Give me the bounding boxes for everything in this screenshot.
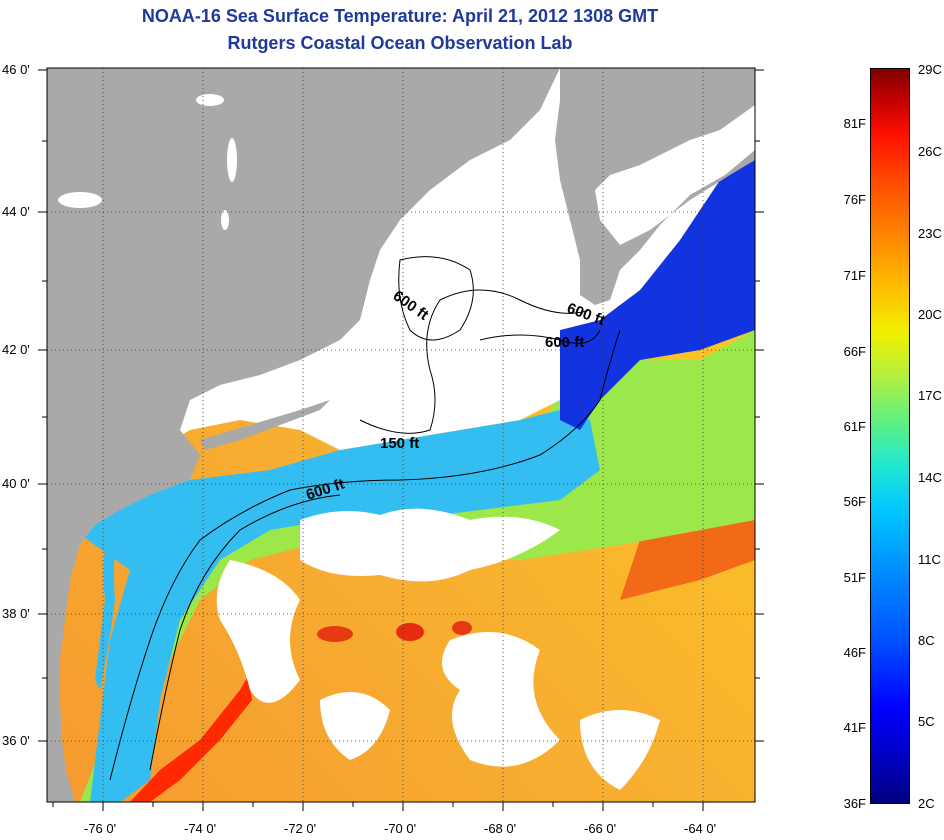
- colorbar-celsius-label: 5C: [918, 714, 935, 729]
- longitude-label: -64 0': [684, 821, 716, 836]
- delaware-bay: [130, 510, 150, 550]
- colorbar-celsius-label: 20C: [918, 307, 942, 322]
- latitude-label: 44 0': [2, 204, 30, 219]
- colorbar-celsius-label: 2C: [918, 796, 935, 811]
- colorbar-fahrenheit-label: 41F: [843, 720, 866, 735]
- colorbar-fahrenheit-label: 51F: [843, 570, 866, 585]
- colorbar-celsius-label: 26C: [918, 144, 942, 159]
- cloud-cover-south: [320, 692, 390, 760]
- contour-label: 150 ft: [380, 435, 419, 452]
- warm-patch: [317, 626, 353, 642]
- lake: [221, 210, 229, 230]
- longitude-label: -66 0': [584, 821, 616, 836]
- colorbar-fahrenheit-label: 76F: [843, 192, 866, 207]
- colorbar-celsius-label: 17C: [918, 388, 942, 403]
- colorbar-fahrenheit-label: 81F: [843, 116, 866, 131]
- us-east-coast-land: [47, 68, 560, 802]
- longitude-label: -70 0': [384, 821, 416, 836]
- gulf-stream-east: [620, 510, 755, 600]
- axis-ticks: [38, 69, 764, 811]
- long-island-land: [200, 400, 330, 450]
- contour-label: 600 ft: [545, 334, 584, 351]
- colorbar-celsius-label: 8C: [918, 633, 935, 648]
- latitude-label: 40 0': [2, 476, 30, 491]
- colorbar-celsius-label: 23C: [918, 226, 942, 241]
- colorbar-celsius-label: 11C: [918, 552, 941, 567]
- map-frame: [46, 67, 756, 803]
- colorbar-fahrenheit-label: 46F: [843, 645, 866, 660]
- bathymetry-contour-600ft: [149, 494, 341, 771]
- map-title: NOAA-16 Sea Surface Temperature: April 2…: [141, 6, 659, 26]
- cold-water-region: [560, 150, 755, 430]
- latitude-label: 46 0': [2, 62, 30, 77]
- colorbar-fahrenheit-label: 56F: [843, 494, 866, 509]
- warm-patch: [396, 623, 424, 641]
- temperature-colorbar: [870, 68, 910, 804]
- shelf-water-region: [60, 410, 600, 802]
- bathymetry-contour-600ft: [479, 329, 601, 344]
- gulf-stream-jet: [130, 676, 252, 802]
- map-raster: [47, 68, 755, 802]
- longitude-label: -76 0': [84, 821, 116, 836]
- latitude-label: 42 0': [2, 342, 30, 357]
- lake: [227, 138, 237, 182]
- latitude-label: 36 0': [2, 733, 30, 748]
- colorbar-fahrenheit-label: 36F: [843, 796, 866, 811]
- warm-patch: [452, 621, 472, 635]
- longitude-label: -72 0': [284, 821, 316, 836]
- cloud-cover-south: [442, 632, 560, 767]
- longitude-label: -74 0': [184, 821, 216, 836]
- lake: [196, 94, 224, 106]
- chesapeake-bay: [95, 520, 118, 690]
- colorbar-celsius-label: 29C: [918, 62, 942, 77]
- colorbar-fahrenheit-label: 71F: [843, 268, 866, 283]
- colorbar-fahrenheit-label: 66F: [843, 344, 866, 359]
- map-subtitle: Rutgers Coastal Ocean Observation Lab: [227, 33, 573, 53]
- longitude-label: -68 0': [484, 821, 516, 836]
- colorbar-fahrenheit-label: 61F: [843, 419, 866, 434]
- bathymetry-contour-150ft: [359, 289, 591, 434]
- colorbar-celsius-label: 14C: [918, 470, 942, 485]
- cloud-cover-mid: [300, 508, 560, 582]
- canada-land: [555, 68, 755, 305]
- latitude-label: 38 0': [2, 606, 30, 621]
- cloud-cover-south: [580, 710, 660, 790]
- lake: [58, 192, 102, 208]
- bathymetry-contour-600ft: [109, 329, 621, 781]
- bathymetry-contour-600ft: [398, 256, 474, 341]
- cloud-cover-west: [216, 560, 300, 703]
